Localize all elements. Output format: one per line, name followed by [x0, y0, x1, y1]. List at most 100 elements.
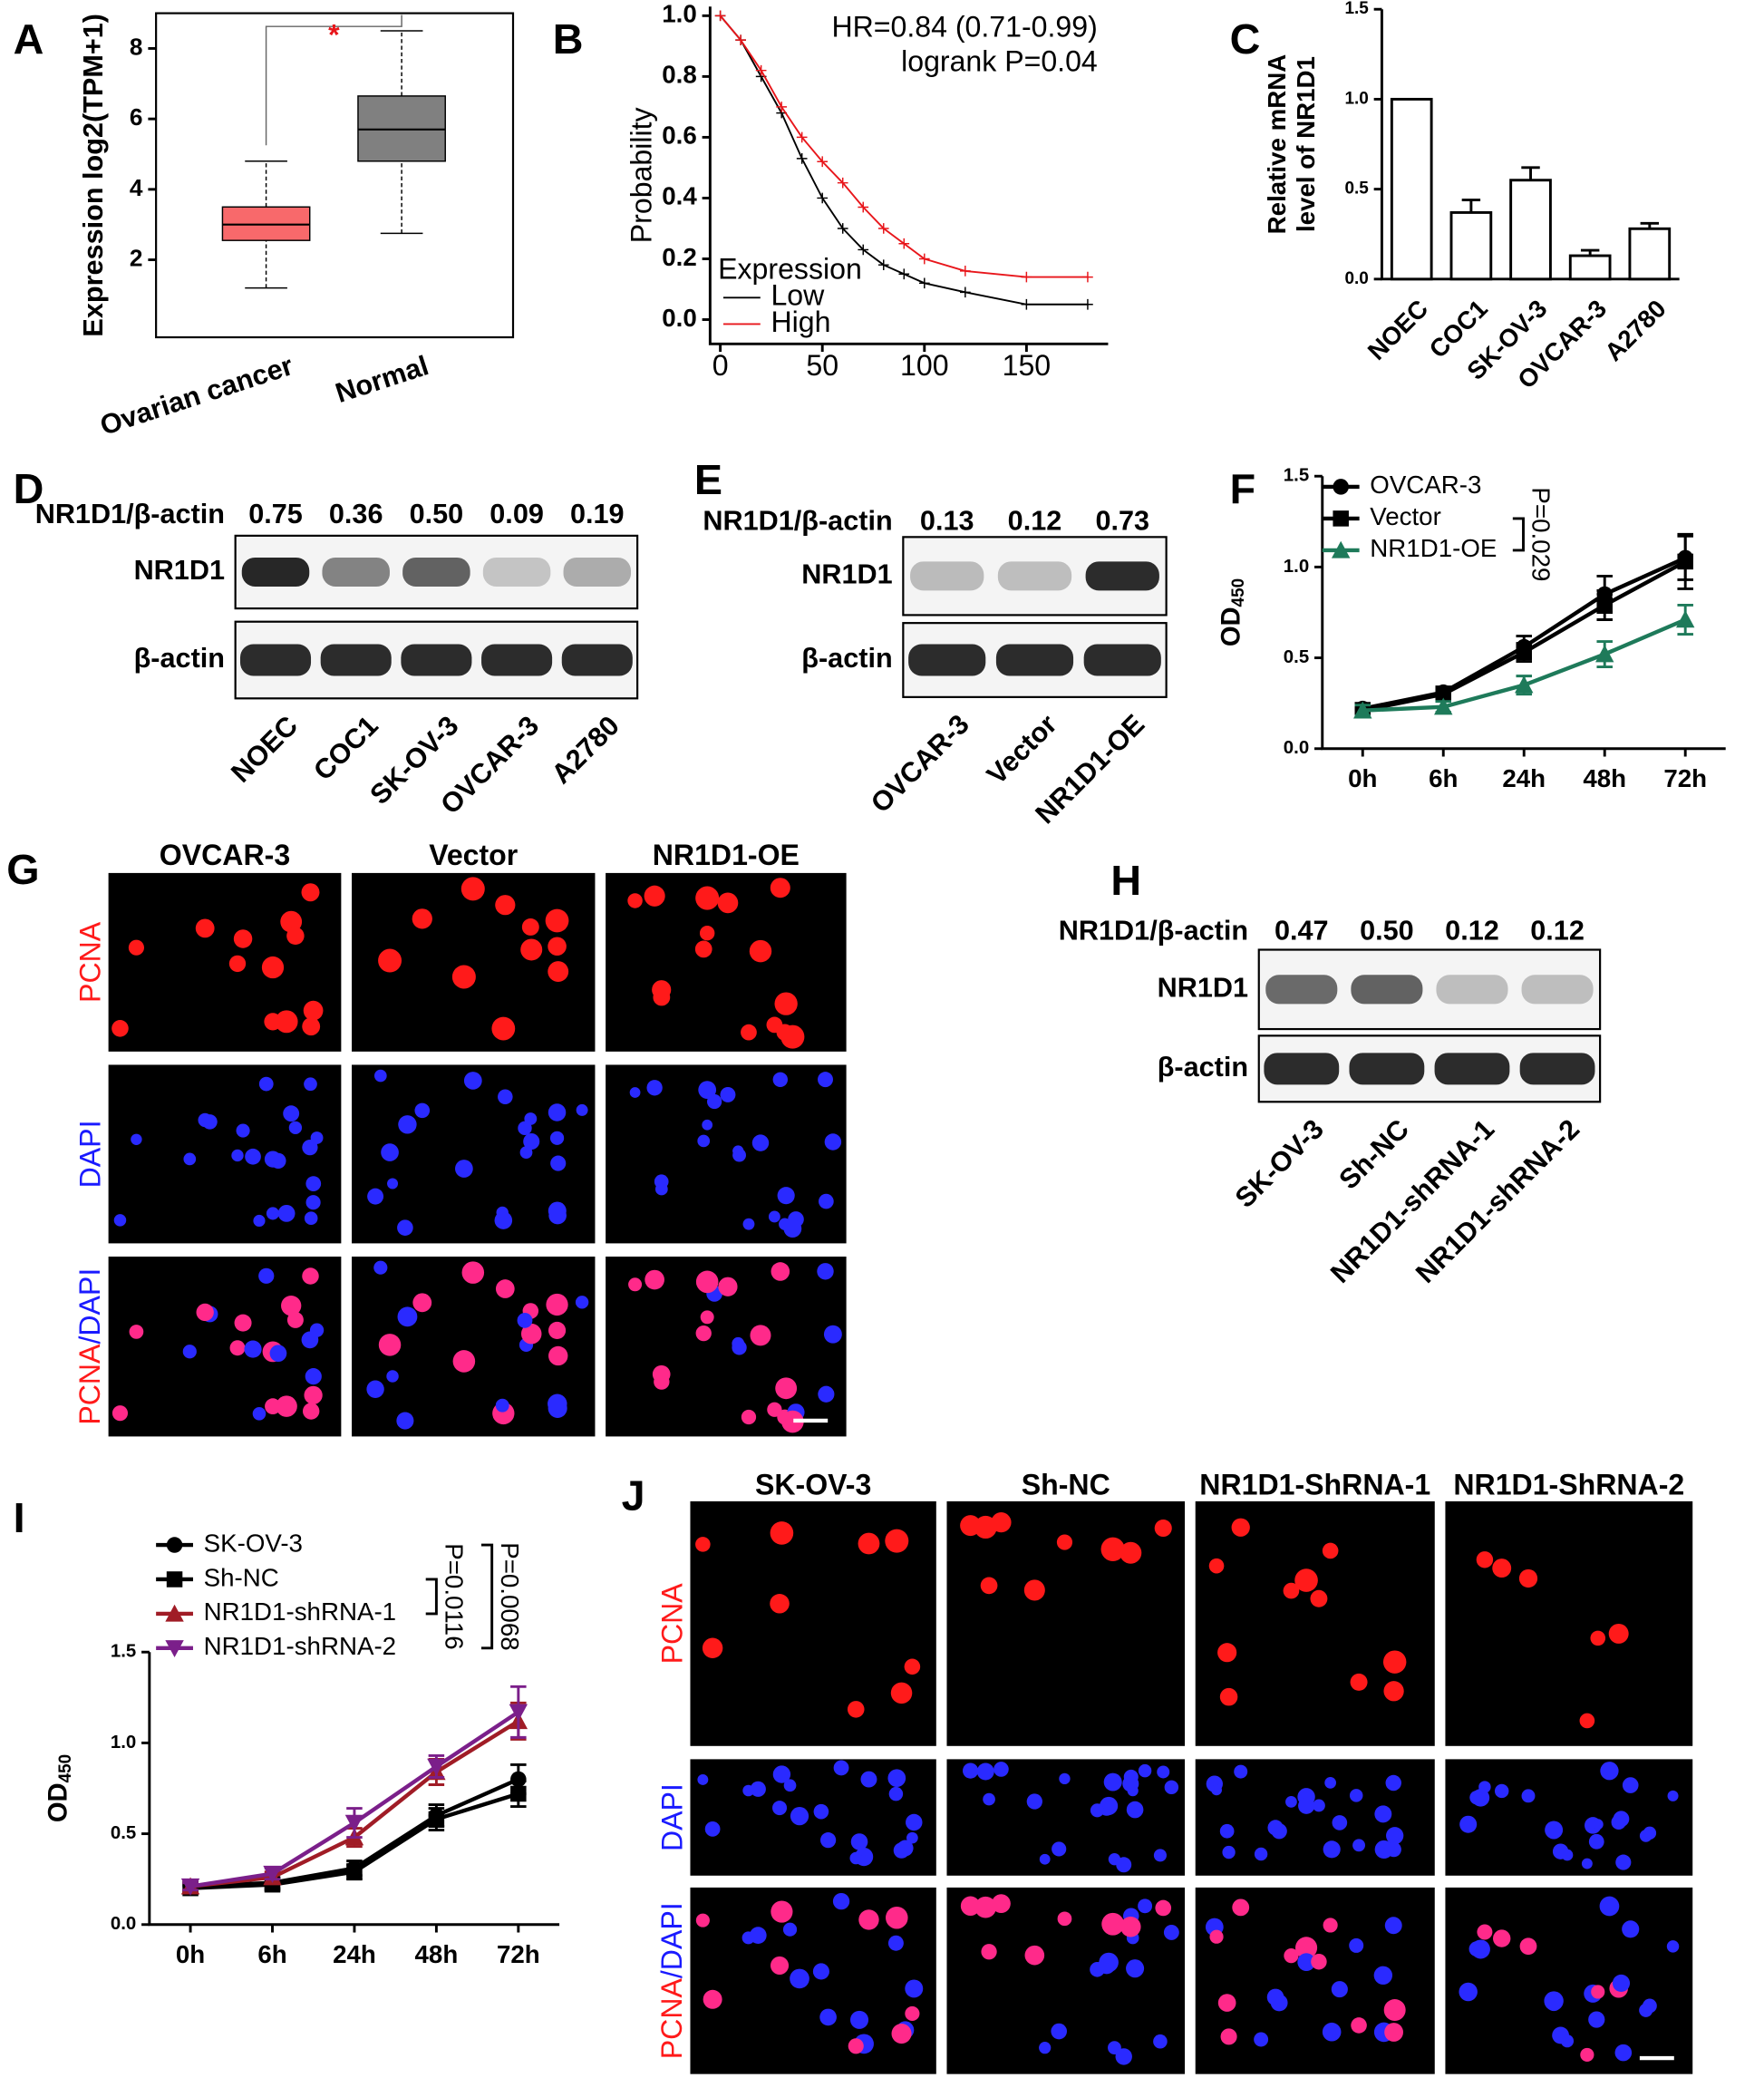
control-band	[1264, 1053, 1340, 1085]
cell-nucleus	[695, 1325, 712, 1342]
x-tick-label: 150	[1003, 349, 1052, 382]
cell-nucleus	[1270, 1994, 1288, 2012]
marker	[1515, 675, 1534, 694]
x-tick-label: 24h	[1502, 764, 1546, 792]
marker	[1333, 510, 1349, 527]
cell-nucleus	[495, 1279, 515, 1298]
cell-nucleus	[858, 1909, 879, 1930]
ratio-value: 0.75	[248, 499, 303, 529]
cell-nucleus	[699, 926, 715, 941]
y-tick-label: 0.5	[1284, 647, 1309, 667]
cell-nucleus	[1324, 1776, 1336, 1789]
cell-nucleus	[111, 1405, 129, 1422]
cell-nucleus	[906, 1831, 918, 1844]
y-tick-label: 0.4	[662, 182, 697, 210]
cell-nucleus	[386, 1370, 399, 1383]
panel-letter: B	[553, 15, 584, 63]
cell-nucleus	[890, 1682, 913, 1704]
panel-letter: G	[6, 846, 39, 893]
band	[241, 557, 310, 587]
cell-nucleus	[697, 1134, 711, 1148]
cell-nucleus	[695, 1270, 719, 1294]
cell-nucleus	[1116, 1857, 1132, 1873]
cell-nucleus	[818, 1072, 833, 1088]
marker	[1675, 610, 1695, 628]
cell-nucleus	[231, 1149, 244, 1162]
cell-nucleus	[718, 1277, 738, 1296]
legend-label: High	[771, 306, 830, 338]
band	[402, 557, 470, 587]
cell-nucleus	[545, 908, 569, 933]
control-band	[1083, 644, 1161, 676]
cell-nucleus	[974, 1896, 997, 1918]
censor-mark	[755, 64, 767, 76]
cell-nucleus	[887, 1935, 904, 1951]
cell-nucleus	[893, 1842, 910, 1859]
cell-nucleus	[1059, 1772, 1071, 1785]
cell-nucleus	[387, 1178, 399, 1190]
image-cell	[108, 1064, 342, 1244]
ratio-value: 0.09	[489, 499, 544, 529]
legend-label: NR1D1-shRNA-1	[204, 1597, 396, 1626]
control-band	[995, 644, 1074, 676]
censor-mark	[1082, 298, 1093, 310]
cell-nucleus	[414, 1102, 431, 1119]
cell-nucleus	[304, 1385, 323, 1405]
row-label: DAPI	[655, 1783, 688, 1851]
cell-nucleus	[780, 1024, 805, 1049]
cell-nucleus	[520, 938, 543, 961]
cell-nucleus	[1222, 1845, 1236, 1860]
cell-nucleus	[823, 1325, 842, 1344]
cell-nucleus	[1492, 1558, 1512, 1578]
marker	[344, 1814, 364, 1832]
cell-nucleus	[960, 1896, 981, 1917]
cell-nucleus	[702, 1119, 713, 1131]
row-label: PCNA/DAPI	[655, 1902, 688, 2059]
image-cell	[1445, 1500, 1693, 1746]
cell-nucleus	[1384, 2023, 1403, 2042]
y-tick-label: 1.5	[111, 1642, 136, 1662]
cell-nucleus	[1608, 1623, 1629, 1644]
cell-nucleus	[819, 2008, 837, 2026]
cell-nucleus	[767, 1402, 782, 1417]
cell-nucleus	[1119, 1541, 1142, 1564]
cell-nucleus	[700, 1310, 714, 1325]
cell-nucleus	[983, 1792, 995, 1806]
cell-nucleus	[1386, 1827, 1404, 1845]
x-tick-label: 72h	[497, 1940, 540, 1968]
legend-label: SK-OV-3	[204, 1529, 303, 1557]
cell-nucleus	[741, 1024, 757, 1041]
cell-nucleus	[695, 1537, 711, 1552]
cell-nucleus	[906, 1813, 923, 1831]
ratio-value: 0.12	[1445, 916, 1499, 947]
cell-nucleus	[1297, 1953, 1316, 1971]
cell-nucleus	[1052, 1841, 1067, 1857]
cell-nucleus	[1349, 1789, 1363, 1802]
legend-label: OVCAR-3	[1370, 471, 1481, 499]
cell-nucleus	[1153, 2034, 1168, 2049]
cell-nucleus	[1580, 2047, 1594, 2063]
row-label: DAPI	[74, 1120, 107, 1188]
cell-nucleus	[113, 1214, 127, 1227]
cell-nucleus	[1331, 1981, 1348, 1998]
cell-nucleus	[276, 1395, 297, 1417]
column-header: Vector	[429, 839, 518, 871]
cell-nucleus	[244, 1340, 262, 1358]
cell-nucleus	[521, 918, 539, 936]
blot-frame	[902, 536, 1168, 617]
censor-mark	[918, 277, 930, 289]
cell-nucleus	[496, 1206, 509, 1219]
row-label: β-actin	[134, 643, 225, 674]
annotation-bracket	[425, 1578, 438, 1616]
y-tick-label: 0.6	[662, 121, 697, 150]
y-axis-label-text: OD	[1216, 607, 1245, 646]
cell-nucleus	[775, 1377, 798, 1400]
cell-nucleus	[1592, 1819, 1604, 1830]
cell-nucleus	[820, 1832, 837, 1849]
cell-nucleus	[309, 1323, 325, 1337]
marker	[510, 1771, 527, 1788]
annotation-bracket	[1512, 517, 1525, 552]
y-axis-label: OD450	[44, 1754, 75, 1822]
band	[1085, 561, 1159, 591]
